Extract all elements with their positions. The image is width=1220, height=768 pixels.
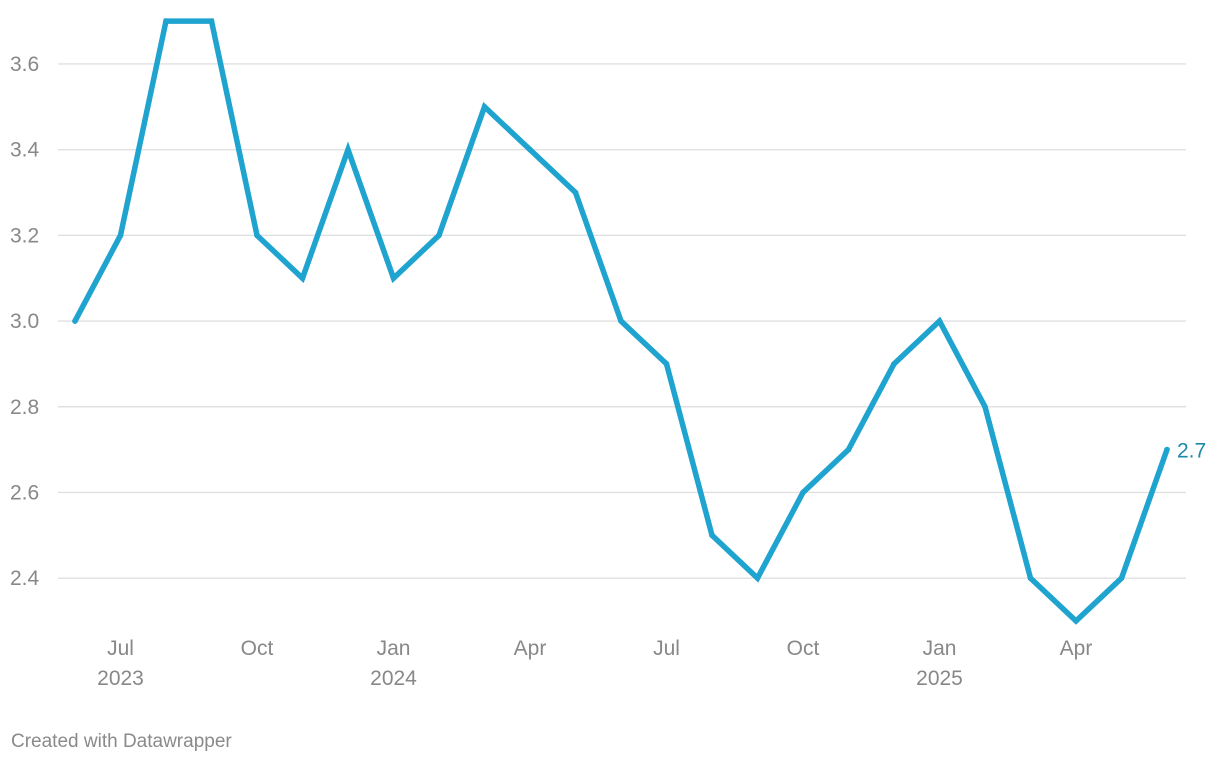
data-point [891,361,897,367]
data-point [1027,575,1034,581]
data-point [845,446,852,453]
data-point [982,403,988,410]
y-tick-label: 3.6 [10,53,39,76]
x-tick-month: Jan [923,637,957,660]
data-point [436,232,442,239]
data-point [936,318,943,324]
data-point [163,18,169,24]
end-value-label: 2.7 [1177,440,1206,463]
y-tick-label: 3.2 [10,224,39,247]
data-point [527,146,533,153]
y-tick-label: 2.8 [10,396,39,419]
x-tick-year: 2024 [370,667,417,690]
x-tick-year: 2025 [916,667,963,690]
y-tick-label: 2.6 [10,481,39,504]
credit-text: Created with Datawrapper [11,731,232,752]
data-point [1164,446,1170,453]
data-point [345,146,351,153]
data-point [754,575,761,581]
y-tick-label: 3.4 [10,139,40,162]
data-point [572,189,579,196]
x-tick-month: Oct [241,637,274,660]
data-point [1118,575,1125,581]
x-tick-month: Apr [514,637,547,660]
y-tick-label: 3.0 [10,310,39,333]
y-axis: 2.4 2.6 2.8 3.0 3.2 3.4 3.6 [10,53,40,590]
data-point [1073,618,1079,624]
data-point [254,232,260,239]
x-axis: Jul 2023 Oct Jan 2024 Apr Jul Oct Jan 2025 Apr [97,637,1092,690]
data-point [299,275,306,282]
data-point [709,532,715,539]
x-tick-month: Jan [377,637,411,660]
x-tick-month: Apr [1060,637,1093,660]
data-point [800,489,806,496]
grid-lines [58,63,1186,579]
x-tick-month: Jul [107,637,134,660]
series-group [72,18,1170,625]
x-tick-month: Jul [653,637,680,660]
data-point [72,318,78,324]
y-tick-label: 2.4 [10,567,40,590]
x-tick-month: Oct [787,637,820,660]
data-point [481,104,488,110]
data-point [663,361,670,367]
data-labels: 2.7 [1177,440,1206,463]
data-point [208,18,215,24]
line-chart: 2.4 2.6 2.8 3.0 3.2 3.4 3.6 Jul 2023 Oct Jan 2024 A… [10,18,1206,690]
data-point [618,318,624,324]
data-point [390,275,397,282]
data-point [117,232,124,239]
x-tick-year: 2023 [97,667,144,690]
